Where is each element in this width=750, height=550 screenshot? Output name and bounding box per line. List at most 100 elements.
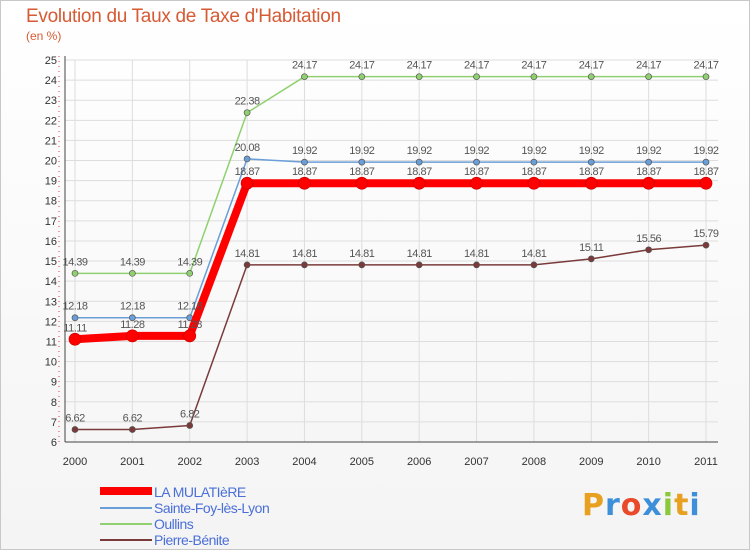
data-label-0: 18.87 bbox=[292, 166, 317, 178]
data-label-1: 20.08 bbox=[235, 142, 260, 154]
data-point-0 bbox=[355, 176, 369, 190]
legend-item-oullins[interactable]: Oullins bbox=[100, 516, 360, 532]
data-point-2 bbox=[415, 73, 423, 81]
data-point-3 bbox=[702, 241, 710, 249]
data-point-1 bbox=[71, 314, 79, 322]
series-lines bbox=[68, 73, 713, 433]
legend-label: Sainte-Foy-lès-Lyon bbox=[154, 500, 270, 516]
data-point-0 bbox=[584, 176, 598, 190]
data-point-0 bbox=[412, 176, 426, 190]
data-label-0: 11.11 bbox=[63, 322, 87, 334]
logo-letter: r bbox=[605, 488, 621, 523]
data-point-1 bbox=[645, 158, 652, 166]
logo-letter: o bbox=[620, 488, 643, 523]
data-label-1: 12.18 bbox=[62, 301, 87, 313]
data-label-0: 18.87 bbox=[235, 166, 260, 178]
data-label-2: 14.39 bbox=[177, 256, 202, 268]
y-tick-label: 23 bbox=[45, 95, 57, 107]
data-label-1: 12.18 bbox=[177, 301, 202, 313]
y-tick-label: 22 bbox=[45, 115, 57, 127]
data-label-2: 24.17 bbox=[292, 60, 317, 72]
logo-letter: x bbox=[642, 488, 663, 523]
data-label-0: 18.87 bbox=[464, 166, 489, 178]
data-label-0: 18.87 bbox=[693, 166, 718, 178]
data-point-2 bbox=[645, 73, 652, 81]
data-label-2: 24.17 bbox=[464, 60, 489, 72]
series-line-2 bbox=[75, 75, 706, 275]
data-label-2: 24.17 bbox=[349, 60, 374, 72]
y-tick-label: 13 bbox=[45, 296, 57, 308]
data-point-1 bbox=[415, 158, 423, 166]
data-point-1 bbox=[587, 158, 595, 166]
legend-item-la-mulatiere[interactable]: LA MULATIèRE bbox=[100, 484, 360, 500]
data-point-1 bbox=[129, 314, 136, 322]
data-label-2: 24.17 bbox=[579, 60, 604, 72]
data-label-3: 14.81 bbox=[349, 248, 374, 260]
data-label-3: 14.81 bbox=[464, 248, 489, 260]
data-point-1 bbox=[301, 158, 308, 166]
y-tick-label: 8 bbox=[51, 397, 57, 409]
data-point-3 bbox=[645, 246, 652, 254]
data-label-1: 19.92 bbox=[693, 145, 718, 157]
data-point-2 bbox=[71, 269, 79, 277]
chart-subtitle: (en %) bbox=[26, 29, 62, 43]
data-point-0 bbox=[240, 176, 254, 190]
data-point-3 bbox=[71, 426, 79, 433]
y-tick-label: 14 bbox=[45, 276, 57, 288]
data-label-1: 19.92 bbox=[407, 145, 432, 157]
series-line-1 bbox=[75, 158, 706, 319]
data-label-0: 18.87 bbox=[349, 166, 374, 178]
data-label-0: 18.87 bbox=[579, 166, 604, 178]
data-point-1 bbox=[702, 158, 710, 166]
data-label-3: 14.81 bbox=[292, 248, 317, 260]
data-point-0 bbox=[527, 176, 541, 190]
legend-item-pierre-benite[interactable]: Pierre-Bénite bbox=[100, 532, 360, 548]
data-label-2: 14.39 bbox=[62, 256, 87, 268]
data-point-0 bbox=[470, 176, 483, 190]
data-point-3 bbox=[358, 261, 366, 269]
data-label-2: 24.17 bbox=[407, 60, 432, 72]
data-label-3: 14.81 bbox=[521, 248, 546, 260]
data-point-1 bbox=[473, 158, 480, 166]
data-label-3: 15.56 bbox=[636, 233, 661, 245]
data-point-2 bbox=[530, 73, 538, 81]
x-tick-label: 2000 bbox=[63, 456, 87, 468]
legend-swatch-oullins bbox=[100, 523, 152, 525]
data-point-1 bbox=[358, 158, 366, 166]
legend-item-sainte-foy[interactable]: Sainte-Foy-lès-Lyon bbox=[100, 500, 360, 516]
legend-swatch-sainte-foy bbox=[100, 507, 152, 509]
data-label-3: 14.81 bbox=[235, 248, 260, 260]
logo-letter: i bbox=[689, 488, 701, 523]
data-point-0 bbox=[699, 176, 713, 190]
data-label-1: 19.92 bbox=[521, 145, 546, 157]
data-label-2: 24.17 bbox=[693, 60, 718, 72]
data-label-0: 18.87 bbox=[636, 166, 661, 178]
data-label-1: 19.92 bbox=[292, 145, 317, 157]
data-label-0: 18.87 bbox=[407, 166, 432, 178]
x-tick-label: 2009 bbox=[579, 456, 603, 468]
x-tick-label: 2006 bbox=[407, 456, 431, 468]
legend-swatch-pierre-benite bbox=[100, 539, 152, 541]
x-tick-label: 2001 bbox=[120, 456, 144, 468]
x-tick-label: 2010 bbox=[636, 456, 660, 468]
data-point-0 bbox=[183, 329, 197, 343]
data-label-2: 14.39 bbox=[120, 256, 145, 268]
data-label-1: 19.92 bbox=[349, 145, 374, 157]
y-tick-label: 19 bbox=[45, 176, 57, 188]
proxiti-logo[interactable]: Proxiti bbox=[582, 488, 701, 523]
grid bbox=[65, 59, 718, 443]
x-tick-label: 2005 bbox=[350, 456, 374, 468]
data-point-2 bbox=[702, 73, 710, 81]
data-point-3 bbox=[530, 261, 538, 269]
data-label-3: 6.62 bbox=[65, 413, 85, 425]
series-line-0 bbox=[74, 179, 706, 344]
data-point-3 bbox=[243, 261, 251, 269]
data-label-3: 15.11 bbox=[579, 242, 604, 254]
logo-letter: P bbox=[582, 488, 605, 523]
data-point-2 bbox=[243, 109, 251, 117]
legend-swatch-la-mulatiere bbox=[100, 487, 152, 495]
data-label-3: 14.81 bbox=[407, 248, 432, 260]
data-point-3 bbox=[301, 261, 308, 269]
data-label-0: 18.87 bbox=[521, 166, 546, 178]
